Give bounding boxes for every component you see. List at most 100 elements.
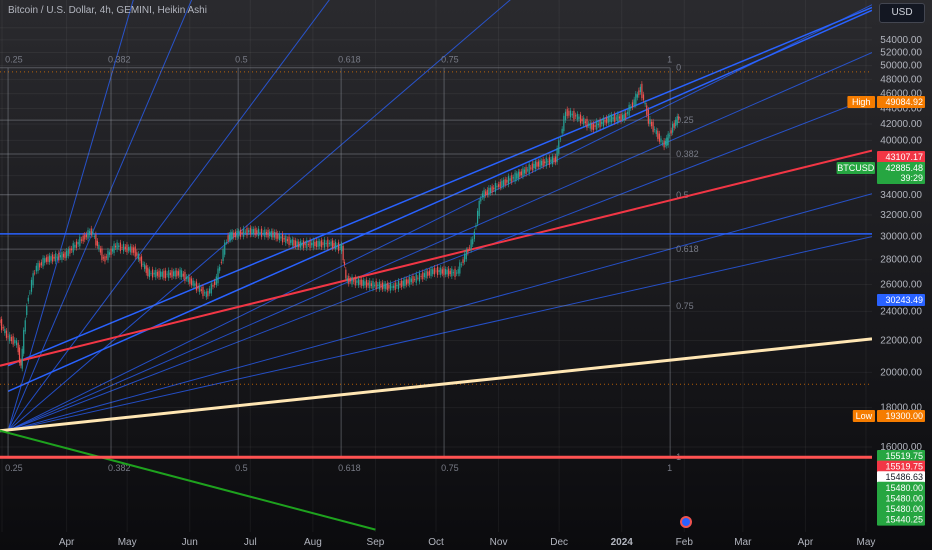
candle-body — [261, 228, 263, 237]
candle-body — [84, 234, 86, 240]
candle-body — [145, 265, 147, 273]
candle-body — [617, 113, 619, 122]
candle-body — [233, 232, 235, 238]
candle-body — [208, 288, 211, 294]
candle-body — [53, 256, 55, 259]
candle-body — [494, 183, 496, 192]
candle-body — [528, 164, 530, 174]
candle-body — [625, 113, 627, 119]
candle-body — [576, 113, 578, 120]
candle-body — [444, 269, 447, 275]
candle-body — [351, 276, 353, 285]
candle-body — [412, 276, 414, 284]
candle-body — [44, 258, 46, 263]
candle-body — [639, 86, 641, 93]
candle-body — [0, 319, 1, 323]
candle-body — [628, 104, 630, 116]
candle-body — [82, 235, 84, 242]
candle-body — [599, 120, 601, 128]
candle-body — [93, 236, 95, 238]
candle-body — [299, 241, 301, 248]
candle-body — [452, 272, 455, 274]
price-tag-value: 19300.00 — [885, 411, 923, 421]
candle-body — [670, 130, 672, 134]
bottom-price-tag-value: 15480.00 — [885, 504, 923, 514]
candle-body — [404, 279, 406, 286]
candle-body — [273, 232, 276, 238]
x-axis-tick-label: Jun — [182, 537, 198, 548]
candle-body — [378, 281, 380, 290]
candle-body — [457, 269, 459, 274]
fib-time-label: 0.382 — [108, 55, 131, 65]
candle-body — [249, 227, 251, 235]
candle-body — [215, 276, 217, 285]
candle-body — [561, 128, 563, 134]
candle-body — [153, 272, 155, 275]
candle-body — [87, 230, 89, 239]
candle-body — [236, 230, 238, 238]
candle-body — [423, 273, 426, 278]
candle-body — [118, 245, 120, 248]
candle-body — [664, 141, 667, 145]
price-tag-bg — [877, 162, 925, 174]
candle-body — [417, 277, 419, 279]
x-axis-tick-label: Apr — [798, 537, 814, 548]
candle-body — [150, 273, 152, 275]
candle-body — [402, 280, 404, 286]
candle-body — [96, 240, 98, 246]
currency-button[interactable]: USD — [879, 3, 925, 23]
candle-body — [129, 246, 131, 253]
candle-body — [558, 140, 560, 154]
candle-body — [478, 200, 480, 217]
candle-body — [385, 283, 387, 289]
candle-body — [644, 102, 646, 105]
candle-body — [10, 336, 13, 342]
x-axis-tick-label: Aug — [304, 537, 322, 548]
candle-body — [676, 116, 678, 125]
candle-body — [485, 191, 487, 196]
candle-body — [331, 240, 334, 249]
candle-body — [111, 248, 114, 252]
candle-body — [509, 178, 511, 181]
candle-body — [330, 241, 332, 246]
candle-body — [98, 244, 100, 250]
candle-body — [573, 110, 575, 120]
candle-body — [270, 231, 272, 238]
candle-body — [50, 256, 52, 261]
candle-body — [542, 159, 544, 167]
candle-body — [39, 263, 41, 268]
candle-body — [554, 156, 557, 163]
candle-body — [652, 121, 654, 132]
candle-body — [342, 245, 344, 261]
candle-body — [499, 181, 501, 188]
price-tag-bg — [877, 151, 925, 163]
candle-body — [359, 279, 361, 285]
candle-body — [212, 284, 214, 287]
candle-body — [470, 239, 472, 251]
y-axis-tick-label: 16000.00 — [880, 442, 922, 453]
candle-body — [72, 243, 74, 253]
candle-body — [523, 169, 526, 174]
candle-body — [501, 180, 503, 187]
candle-body — [336, 245, 338, 247]
candle-body — [525, 167, 527, 175]
candle-body — [164, 270, 167, 279]
candle-body — [187, 276, 189, 282]
candle-body — [155, 270, 157, 278]
candle-body — [663, 140, 665, 148]
x-axis-tick-label: Jul — [244, 537, 257, 548]
plot-area: 0 0.25 0.382 0.5 0.618 0.75 1 0.25 0.25 0.382 0.38… — [0, 0, 872, 532]
candle-body — [338, 242, 340, 251]
candle-body — [243, 228, 245, 237]
candle-body — [467, 249, 469, 253]
candle-body — [522, 168, 524, 177]
candle-body — [362, 280, 364, 286]
candle-body — [251, 228, 253, 235]
candle-body — [286, 239, 289, 242]
candle-body — [564, 111, 567, 121]
fib-level-label: 0.5 — [676, 190, 689, 200]
price-tag-value: 39:29 — [900, 173, 923, 183]
candle-body — [27, 297, 29, 302]
candle-body — [346, 278, 348, 282]
